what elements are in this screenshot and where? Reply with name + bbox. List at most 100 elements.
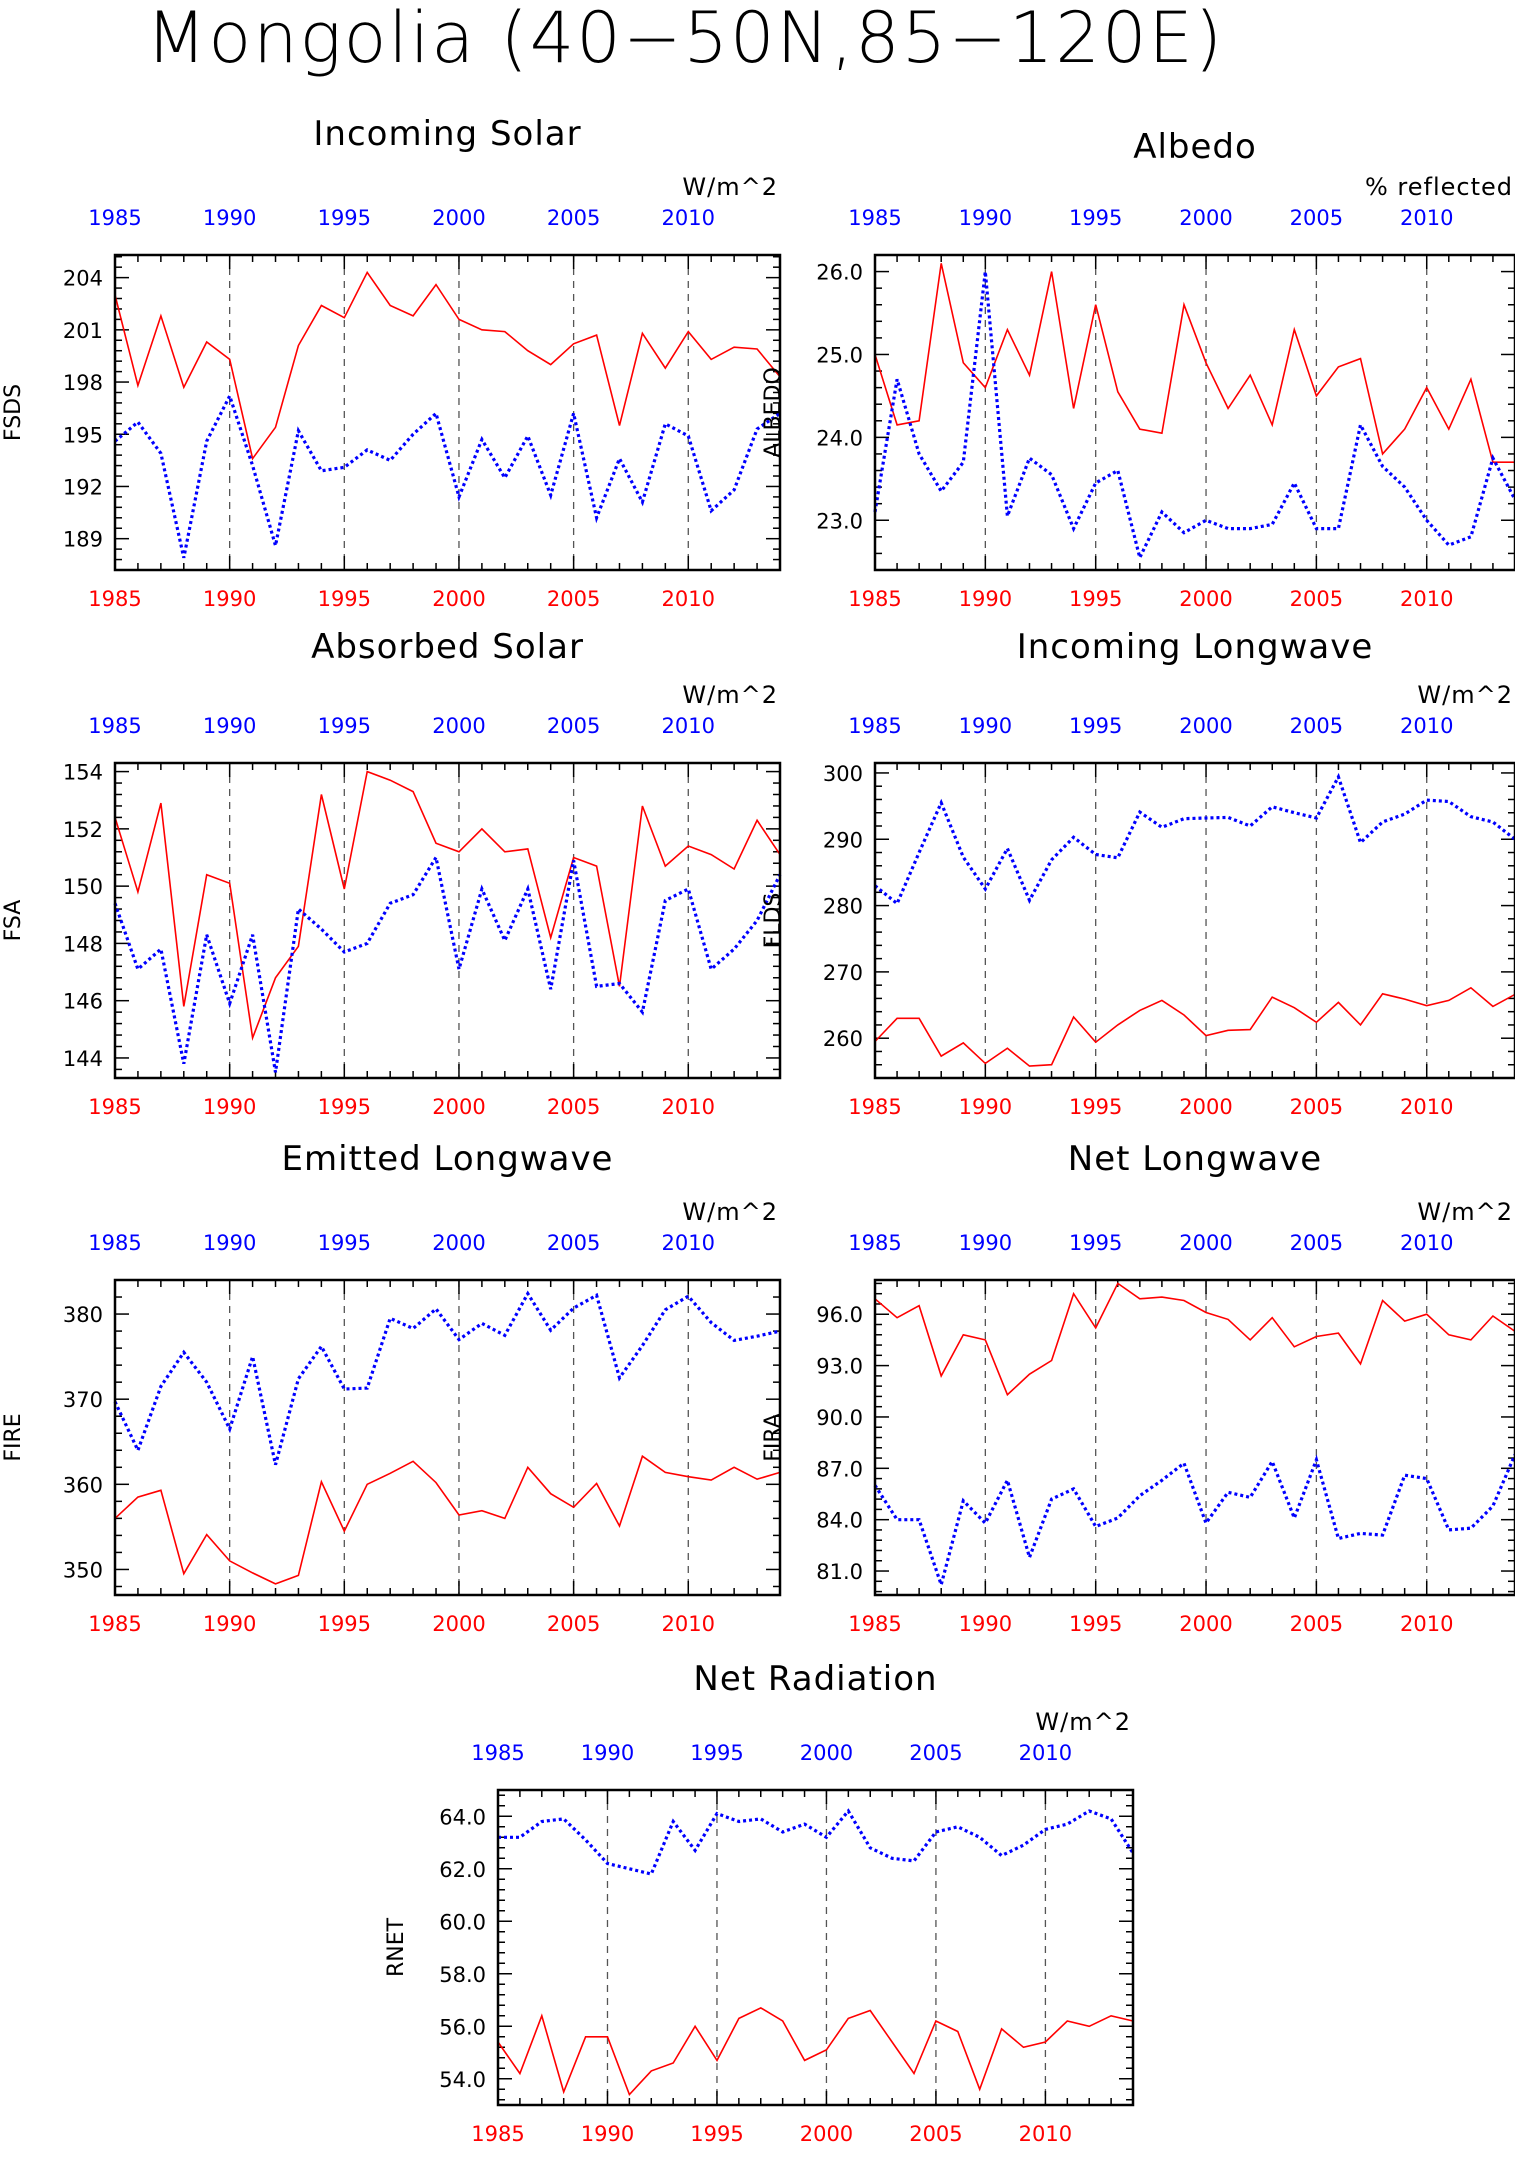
x-tick-label-top: 2010 <box>1400 714 1453 738</box>
series-line-blue <box>873 772 1515 907</box>
series-line-blue <box>873 1453 1515 1591</box>
x-tick-label-bottom: 1990 <box>959 1612 1012 1636</box>
x-tick-label-bottom: 1995 <box>318 1095 371 1119</box>
chart-panel-4: Incoming Longwave W/m^2 260 270 280 290 300 198… <box>761 627 1515 1119</box>
x-tick-label-bottom: 2005 <box>1290 1095 1343 1119</box>
y-tick-label: 93.0 <box>816 1355 863 1379</box>
units-label: % reflected <box>1365 173 1513 201</box>
y-axis-label: FSA <box>1 900 26 942</box>
plot-frame <box>113 761 782 1080</box>
x-tick-label-bottom: 2005 <box>547 1612 600 1636</box>
x-tick-label-top: 2010 <box>662 206 715 230</box>
chart-panel-3: Absorbed Solar W/m^2 144 146 148 150 152 154 198… <box>1 627 782 1119</box>
y-tick-label: 56.0 <box>439 2015 486 2039</box>
y-tick-label: 87.0 <box>816 1457 863 1481</box>
x-tick-label-bottom: 2005 <box>909 2122 962 2146</box>
series-line-red <box>114 1454 781 1585</box>
x-tick-label-bottom: 1995 <box>1069 587 1122 611</box>
y-tick-label: 260 <box>823 1027 863 1051</box>
panel-title: Emitted Longwave <box>282 1139 614 1179</box>
y-axis-label: RNET <box>384 1917 409 1977</box>
x-tick-label-bottom: 2005 <box>547 587 600 611</box>
chart-panel-6: Net Longwave W/m^2 81.0 84.0 87.0 90.0 93.0 96.… <box>761 1139 1515 1636</box>
plot-frame <box>873 1278 1515 1597</box>
chart-panel-2: Albedo % reflected 23.0 24.0 25.0 26.0 1985 198… <box>761 127 1515 611</box>
y-tick-label: 380 <box>63 1303 103 1327</box>
units-label: W/m^2 <box>1035 1708 1131 1736</box>
x-tick-label-bottom: 1995 <box>318 587 371 611</box>
x-tick-label-top: 2010 <box>1400 1231 1453 1255</box>
y-axis-label: ALBEDO <box>761 367 786 458</box>
y-tick-label: 290 <box>823 828 863 852</box>
y-axis-label: FIRA <box>761 1413 786 1462</box>
x-tick-label-bottom: 2000 <box>432 587 485 611</box>
x-tick-label-bottom: 1985 <box>88 1095 141 1119</box>
x-tick-label-top: 1995 <box>1069 206 1122 230</box>
y-tick-label: 146 <box>63 990 103 1014</box>
x-tick-label-top: 2000 <box>800 1741 853 1765</box>
x-tick-label-bottom: 1985 <box>471 2122 524 2146</box>
x-tick-label-bottom: 1985 <box>88 587 141 611</box>
y-tick-label: 201 <box>63 319 103 343</box>
y-tick-label: 58.0 <box>439 1963 486 1987</box>
y-tick-label: 148 <box>63 932 103 956</box>
y-tick-label: 96.0 <box>816 1303 863 1327</box>
x-tick-label-top: 2005 <box>547 206 600 230</box>
y-tick-label: 24.0 <box>816 426 863 450</box>
chart-panels: Incoming Solar W/m^2 189 192 195 198 201 204 198… <box>1 114 1515 2146</box>
x-tick-label-bottom: 2010 <box>1019 2122 1072 2146</box>
x-tick-label-bottom: 2005 <box>1290 1612 1343 1636</box>
x-tick-label-bottom: 2005 <box>1290 587 1343 611</box>
y-tick-label: 25.0 <box>816 343 863 367</box>
x-tick-label-bottom: 1995 <box>690 2122 743 2146</box>
y-tick-label: 90.0 <box>816 1406 863 1430</box>
x-tick-label-top: 2000 <box>1179 1231 1232 1255</box>
x-tick-label-bottom: 2000 <box>1179 587 1232 611</box>
x-tick-label-bottom: 2000 <box>1179 1612 1232 1636</box>
x-tick-label-bottom: 1985 <box>848 1095 901 1119</box>
y-tick-label: 198 <box>63 371 103 395</box>
y-tick-label: 360 <box>63 1473 103 1497</box>
x-tick-label-top: 1985 <box>88 714 141 738</box>
plot-frame <box>873 761 1515 1080</box>
panel-title: Absorbed Solar <box>311 627 584 667</box>
y-tick-label: 81.0 <box>816 1560 863 1584</box>
x-tick-label-bottom: 1990 <box>203 1612 256 1636</box>
x-tick-label-top: 1995 <box>318 1231 371 1255</box>
panel-title: Albedo <box>1133 127 1257 167</box>
x-tick-label-top: 1985 <box>88 1231 141 1255</box>
x-tick-label-top: 2005 <box>1290 206 1343 230</box>
x-tick-label-top: 2000 <box>432 714 485 738</box>
x-tick-label-top: 1985 <box>88 206 141 230</box>
series-line-blue <box>113 391 781 559</box>
y-tick-label: 154 <box>63 761 103 785</box>
x-tick-label-top: 1985 <box>848 206 901 230</box>
x-tick-label-bottom: 2010 <box>662 1612 715 1636</box>
y-tick-label: 195 <box>63 423 103 447</box>
y-tick-label: 152 <box>63 818 103 842</box>
x-tick-label-bottom: 2010 <box>662 1095 715 1119</box>
chart-panel-1: Incoming Solar W/m^2 189 192 195 198 201 204 198… <box>1 114 782 611</box>
x-tick-label-top: 1990 <box>203 1231 256 1255</box>
units-label: W/m^2 <box>1417 1198 1513 1226</box>
panel-title: Incoming Longwave <box>1017 627 1374 667</box>
series-line-red <box>114 270 781 461</box>
x-tick-label-top: 1995 <box>1069 1231 1122 1255</box>
y-tick-label: 350 <box>63 1558 103 1582</box>
series-line-blue <box>498 1808 1135 1876</box>
plot-frame <box>873 253 1515 572</box>
x-tick-label-bottom: 1995 <box>1069 1095 1122 1119</box>
series-line-red <box>874 263 1515 464</box>
series-line-red <box>874 1282 1515 1397</box>
x-tick-label-bottom: 1985 <box>848 587 901 611</box>
x-tick-label-top: 2000 <box>1179 206 1232 230</box>
x-tick-label-bottom: 2000 <box>1179 1095 1232 1119</box>
x-tick-label-bottom: 1985 <box>88 1612 141 1636</box>
y-axis-label: FIRE <box>1 1413 26 1461</box>
panel-title: Net Longwave <box>1068 1139 1322 1179</box>
x-tick-label-top: 1985 <box>471 1741 524 1765</box>
x-tick-label-top: 1990 <box>959 206 1012 230</box>
x-tick-label-top: 2000 <box>432 1231 485 1255</box>
x-tick-label-top: 2010 <box>662 1231 715 1255</box>
